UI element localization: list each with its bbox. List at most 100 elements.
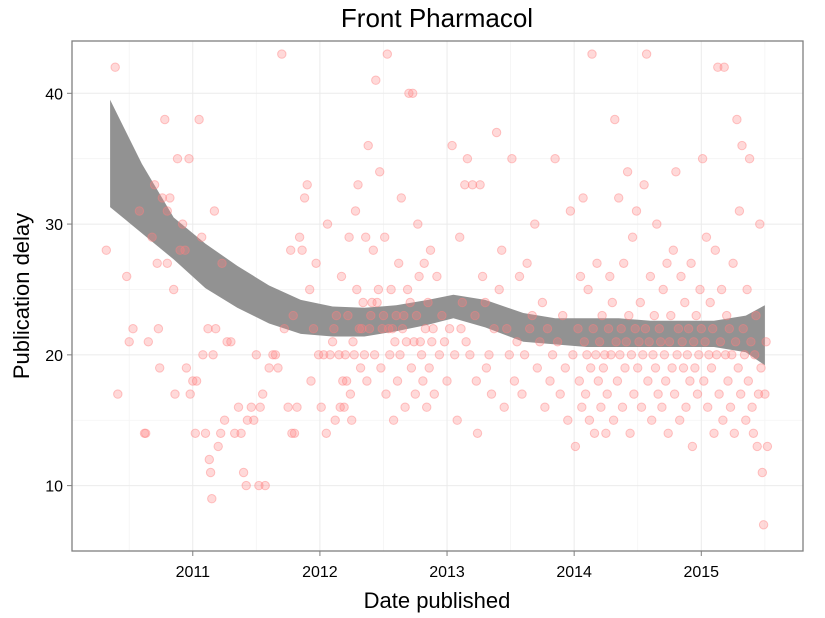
data-point — [380, 232, 390, 242]
data-point — [753, 389, 764, 399]
data-point — [414, 271, 424, 282]
data-point — [654, 324, 664, 334]
data-point — [690, 363, 700, 373]
data-point — [268, 350, 278, 360]
data-point — [325, 350, 335, 360]
data-point — [661, 376, 671, 386]
data-point — [512, 337, 522, 347]
data-point — [477, 271, 488, 282]
data-point — [279, 324, 289, 334]
data-point — [294, 232, 305, 242]
data-point — [465, 350, 475, 360]
data-point — [297, 245, 307, 255]
data-point — [375, 167, 385, 177]
data-point — [614, 193, 624, 203]
data-point — [652, 219, 662, 229]
data-point — [737, 140, 747, 151]
data-point — [658, 284, 668, 295]
data-point — [341, 376, 352, 386]
data-point — [631, 206, 642, 216]
data-point — [725, 402, 736, 412]
data-point — [321, 428, 331, 438]
data-point — [340, 350, 350, 360]
data-point — [184, 154, 194, 164]
data-point — [537, 297, 548, 308]
data-point — [405, 297, 415, 308]
data-point — [149, 180, 160, 190]
data-point — [755, 219, 765, 229]
data-point — [367, 297, 377, 308]
data-point — [457, 297, 467, 308]
data-point — [525, 324, 535, 334]
data-point — [573, 324, 583, 334]
data-point — [406, 363, 417, 373]
data-point — [287, 428, 297, 438]
data-point — [598, 363, 609, 373]
data-point — [606, 350, 616, 360]
data-point — [739, 350, 750, 360]
data-point — [313, 350, 324, 360]
data-point — [691, 310, 701, 321]
data-point — [277, 49, 287, 59]
data-point — [402, 284, 413, 295]
data-point — [685, 376, 695, 386]
data-point — [634, 337, 644, 347]
data-point — [331, 310, 342, 321]
data-point — [213, 441, 223, 452]
data-point — [420, 324, 431, 334]
data-point — [570, 441, 581, 452]
data-point — [667, 363, 677, 373]
data-point — [141, 428, 151, 438]
x-tick-label: 2011 — [176, 564, 211, 581]
data-point — [153, 324, 164, 334]
data-point — [574, 376, 584, 386]
data-point — [545, 376, 555, 386]
data-point — [605, 271, 615, 282]
data-point — [742, 284, 752, 295]
data-point — [751, 310, 761, 321]
data-point — [203, 324, 213, 334]
data-point — [701, 232, 712, 242]
data-point — [555, 389, 565, 399]
data-point — [535, 337, 545, 347]
y-axis-ticks: 10 20 30 40 — [45, 86, 72, 496]
data-point — [594, 337, 605, 347]
data-point — [155, 363, 165, 373]
data-point — [428, 324, 438, 334]
smooth-band — [110, 99, 765, 366]
data-point — [124, 337, 134, 347]
data-point — [302, 180, 312, 190]
data-point — [664, 337, 675, 347]
data-point — [429, 389, 439, 399]
data-point — [603, 324, 614, 334]
data-point — [198, 350, 208, 360]
data-point — [418, 376, 428, 386]
data-point — [593, 376, 603, 386]
data-point — [394, 258, 404, 268]
data-point — [481, 363, 492, 373]
data-point — [706, 363, 717, 373]
data-point — [376, 363, 386, 373]
data-point — [610, 114, 620, 125]
data-point — [686, 258, 696, 268]
data-point — [489, 324, 499, 334]
data-point — [565, 206, 576, 216]
data-point — [669, 389, 680, 399]
data-point — [723, 376, 733, 386]
data-point — [343, 310, 353, 321]
data-point — [530, 219, 540, 229]
data-point — [497, 245, 507, 255]
data-point — [185, 389, 195, 399]
data-point — [627, 232, 638, 242]
data-point — [329, 324, 339, 334]
data-point — [602, 389, 612, 399]
data-point — [152, 258, 162, 268]
data-point — [319, 350, 329, 360]
data-point — [666, 310, 676, 321]
data-point — [251, 350, 261, 360]
data-point — [226, 337, 236, 347]
data-point — [708, 324, 718, 334]
data-point — [636, 402, 647, 412]
data-point — [362, 376, 372, 386]
data-point — [588, 324, 598, 334]
